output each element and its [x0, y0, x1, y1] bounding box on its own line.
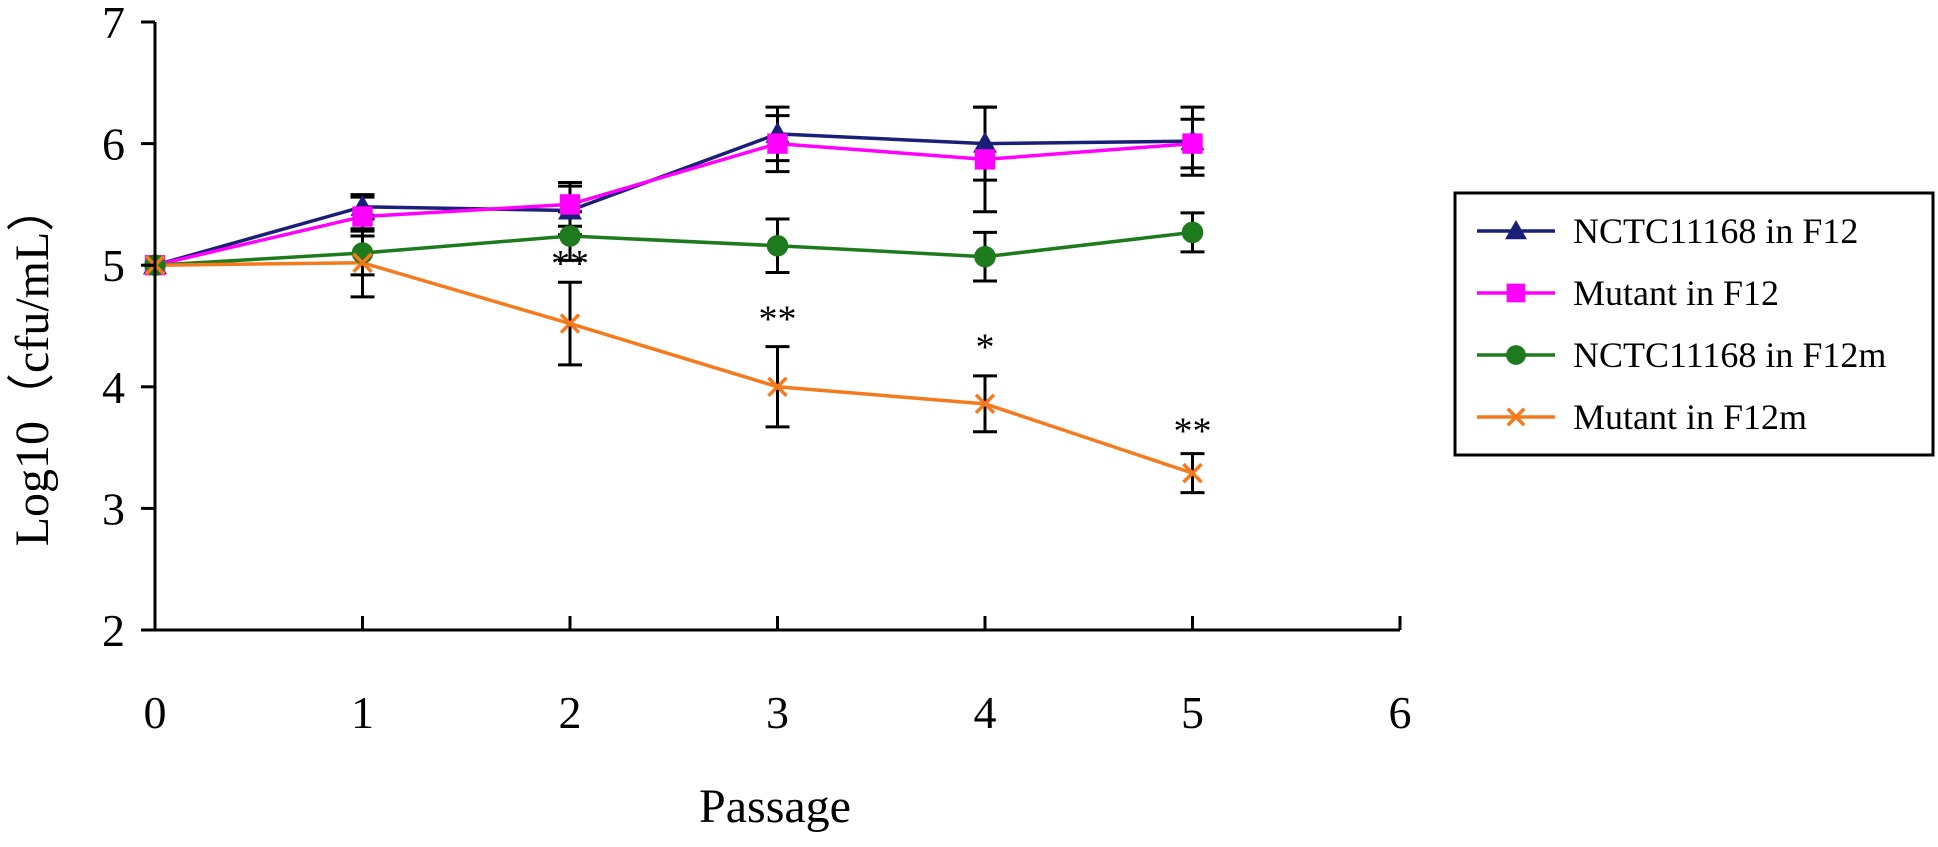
series-0-point-4 [973, 131, 997, 153]
series-markers [143, 121, 1205, 484]
legend-entry-3-label: Mutant in F12m [1573, 397, 1807, 437]
legend-entry-0-label: NCTC11168 in F12 [1573, 211, 1858, 251]
series-2-point-5 [1181, 221, 1204, 244]
tick-labels: 2 3 4 5 6 7 0 1 2 3 4 5 6 [102, 0, 1412, 738]
legend-entry-3-marker-stroke-b [1506, 407, 1526, 427]
legend-entry-1: Mutant in F12 [1477, 273, 1779, 313]
series-3-point-3 [767, 376, 788, 398]
legend-entry-2-label: NCTC11168 in F12m [1573, 335, 1886, 375]
series-lines [154, 132, 1194, 475]
x-tick-label-2: 2 [559, 687, 582, 738]
legend-entry-1-label: Mutant in F12 [1573, 273, 1779, 313]
y-tick-label-2: 4 [102, 362, 125, 413]
series-1-point-4 [974, 149, 996, 170]
series-1-line [154, 141, 1193, 267]
legend-entry-3: Mutant in F12m [1477, 397, 1807, 437]
series-3-point-4 [974, 393, 996, 415]
y-tick-label-3: 5 [102, 240, 125, 291]
series-3-point-4-stroke-b [974, 393, 996, 415]
series-1-point-2 [559, 194, 581, 215]
legend-entry-0: NCTC11168 in F12 [1477, 211, 1858, 251]
significance-annotations: ******* [551, 243, 1212, 453]
series-3-point-1-stroke-b [352, 252, 373, 274]
series-2-point-4 [974, 245, 996, 268]
significance-mark-3: ** [1174, 411, 1212, 453]
legend-entry-1-marker [1506, 283, 1526, 303]
series-3-line [154, 261, 1194, 475]
series-3-point-5 [1182, 462, 1203, 484]
series-3-point-5-stroke-b [1182, 462, 1203, 484]
series-1-point-3 [767, 133, 788, 154]
series-1-point-5 [1182, 133, 1203, 154]
series-3-point-2-stroke-b [559, 313, 581, 334]
axes [141, 20, 1402, 632]
significance-mark-1: ** [759, 299, 797, 341]
series-3-point-3-stroke-b [767, 376, 788, 398]
y-tick-label-1: 3 [102, 483, 125, 534]
series-0-line [154, 132, 1193, 267]
series-2-point-2 [559, 225, 581, 247]
significance-mark-0: ** [551, 243, 589, 285]
y-tick-label-5: 7 [102, 0, 125, 48]
series-2-point-3 [766, 234, 789, 257]
series-3-point-1 [352, 252, 373, 274]
legend-entry-2: NCTC11168 in F12m [1477, 335, 1886, 375]
series-1-point-1 [352, 206, 373, 227]
significance-mark-2: * [976, 327, 995, 369]
x-tick-label-1: 1 [351, 687, 374, 738]
x-tick-label-4: 4 [974, 687, 997, 738]
y-tick-label-0: 2 [102, 605, 125, 656]
x-tick-label-3: 3 [766, 687, 789, 738]
legend-entry-3-marker [1506, 407, 1526, 427]
legend: NCTC11168 in F12 Mutant in F12 NCTC11168 i… [1453, 191, 1935, 457]
x-tick-label-5: 5 [1181, 687, 1204, 738]
x-tick-label-0: 0 [144, 687, 167, 738]
y-tick-label-4: 6 [102, 119, 125, 170]
legend-entry-2-marker [1506, 345, 1526, 365]
legend-box [1453, 191, 1935, 457]
y-axis-title: Log10（cfu/mL） [6, 184, 59, 547]
series-2-line [154, 230, 1193, 267]
series-3-point-2 [559, 313, 581, 334]
x-tick-label-6: 6 [1389, 687, 1412, 738]
legend-entry-0-marker [1505, 220, 1527, 240]
x-axis-title: Passage [699, 780, 851, 833]
